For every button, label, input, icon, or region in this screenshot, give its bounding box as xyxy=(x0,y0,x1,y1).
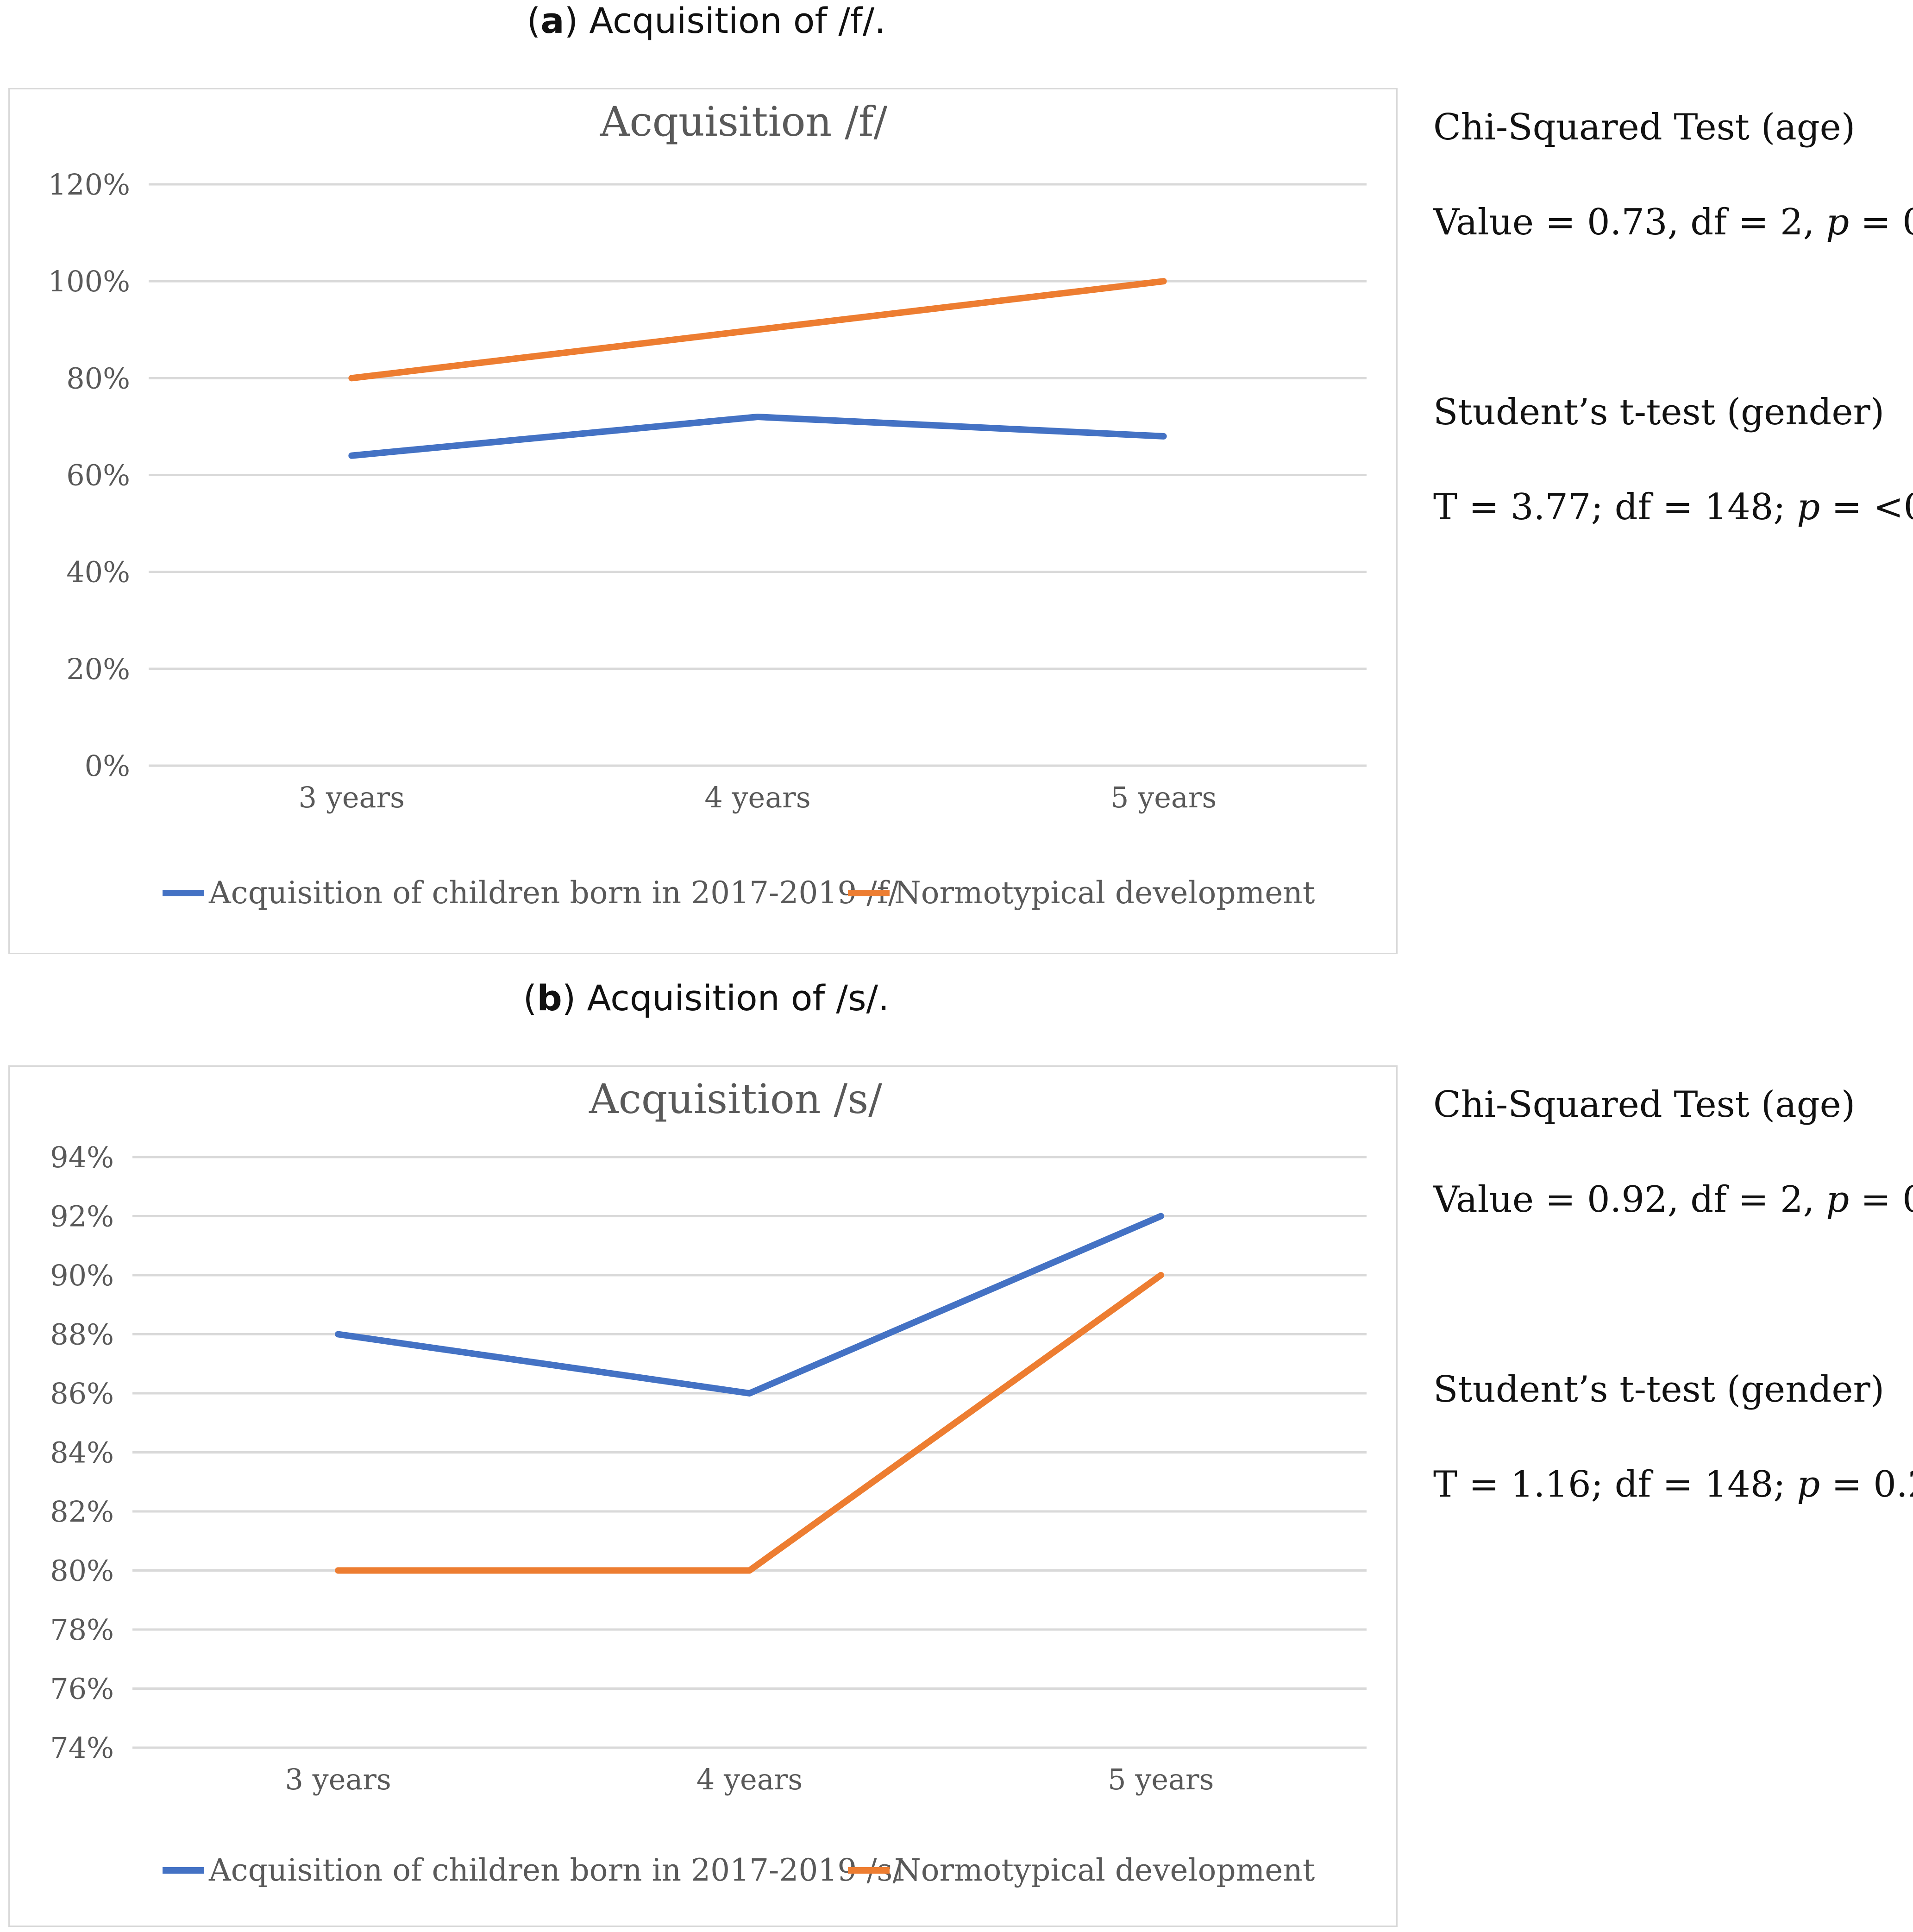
stats-b-t-label: T = 1.16; df = 148; xyxy=(1433,1464,1797,1505)
series-line-2 xyxy=(335,1272,1164,1574)
y-tick-label: 100% xyxy=(48,264,130,298)
y-tick-label: 120% xyxy=(48,168,130,201)
series-line-1 xyxy=(348,414,1167,459)
x-tick-label: 3 years xyxy=(299,780,405,814)
caption-a-text: Acquisition of /f/. xyxy=(589,0,886,41)
y-tick-label: 94% xyxy=(50,1140,114,1174)
y-tick-label: 60% xyxy=(66,459,130,492)
y-tick-label: 84% xyxy=(50,1436,114,1470)
y-tick-label: 40% xyxy=(66,555,130,589)
stats-a-chi-label: Value = 0.73, df = 2, xyxy=(1433,201,1826,243)
chart-f-frame: Acquisition /f/0% 20% 40% 60% 80% 100% 120% 3 y… xyxy=(8,88,1398,954)
series-line-1 xyxy=(335,1213,1164,1397)
y-tick-label: 88% xyxy=(50,1318,114,1352)
stats-b-chi-title: Chi-Squared Test (age) xyxy=(1433,1084,1856,1126)
caption-a: (a) Acquisition of /f/. xyxy=(527,0,886,41)
stats-a-t-p-value: = <0.001 xyxy=(1831,486,1913,528)
y-tick-label: 0% xyxy=(85,749,130,783)
stats-a-t-label: T = 3.77; df = 148; xyxy=(1433,486,1797,528)
legend-label-1: Acquisition of children born in 2017-201… xyxy=(208,875,899,911)
stats-b-t-p-value: = 0.24 xyxy=(1831,1464,1913,1505)
stats-a-chi-value: Value = 0.73, df = 2, p = 0.69 xyxy=(1433,201,1913,243)
y-tick-label: 78% xyxy=(50,1613,114,1647)
caption-b-text: Acquisition of /s/. xyxy=(587,977,890,1019)
y-tick-label: 80% xyxy=(66,361,130,395)
x-tick-label: 3 years xyxy=(285,1762,391,1796)
stats-b-chi-value: Value = 0.92, df = 2, p = 0.62 xyxy=(1433,1179,1913,1221)
x-tick-label: 4 years xyxy=(704,780,810,814)
y-tick-label: 20% xyxy=(66,652,130,686)
stats-b-chi-label: Value = 0.92, df = 2, xyxy=(1433,1179,1826,1221)
stats-b-t-title: Student’s t-test (gender) xyxy=(1433,1369,1885,1410)
y-tick-label: 82% xyxy=(50,1495,114,1529)
caption-b-letter: b xyxy=(537,977,562,1019)
chart-title: Acquisition /s/ xyxy=(589,1075,882,1123)
y-tick-label: 80% xyxy=(50,1554,114,1588)
y-tick-label: 76% xyxy=(50,1672,114,1706)
y-tick-label: 90% xyxy=(50,1259,114,1292)
chart-s-svg: Acquisition /s/74% 76% 78% 80% 82% 84% 86% 88% 9… xyxy=(50,1075,1367,1888)
chart-f-svg: Acquisition /f/0% 20% 40% 60% 80% 100% 120% 3 y… xyxy=(48,98,1367,911)
chart-s-frame: Acquisition /s/74% 76% 78% 80% 82% 84% 86% 88% 9… xyxy=(8,1065,1398,1927)
legend-label-2: Normotypical development xyxy=(894,1852,1315,1888)
stats-a-chi-p-value: = 0.69 xyxy=(1860,201,1913,243)
stats-b-t-value: T = 1.16; df = 148; p = 0.24 xyxy=(1433,1464,1913,1505)
legend-label-1: Acquisition of children born in 2017-201… xyxy=(208,1852,903,1888)
x-tick-label: 5 years xyxy=(1110,780,1217,814)
y-tick-label: 74% xyxy=(50,1731,114,1765)
stats-b-chi-p-value: = 0.62 xyxy=(1860,1179,1913,1221)
caption-a-letter: a xyxy=(540,0,564,41)
y-tick-label: 92% xyxy=(50,1200,114,1233)
legend-label-2: Normotypical development xyxy=(894,875,1315,911)
stats-a-t-value: T = 3.77; df = 148; p = <0.001 xyxy=(1433,486,1913,528)
stats-b-chi-p: p xyxy=(1826,1179,1850,1221)
x-tick-label: 5 years xyxy=(1108,1762,1214,1796)
chart-title: Acquisition /f/ xyxy=(600,98,888,145)
stats-a-chi-p: p xyxy=(1826,201,1850,243)
stats-b-t-p: p xyxy=(1797,1464,1820,1505)
caption-b: (b) Acquisition of /s/. xyxy=(523,977,890,1019)
stats-a-t-p: p xyxy=(1797,486,1820,528)
y-tick-label: 86% xyxy=(50,1377,114,1410)
series-line-2 xyxy=(348,278,1167,382)
stats-a-chi-title: Chi-Squared Test (age) xyxy=(1433,107,1856,148)
stats-a-t-title: Student’s t-test (gender) xyxy=(1433,391,1885,433)
x-tick-label: 4 years xyxy=(696,1762,803,1796)
